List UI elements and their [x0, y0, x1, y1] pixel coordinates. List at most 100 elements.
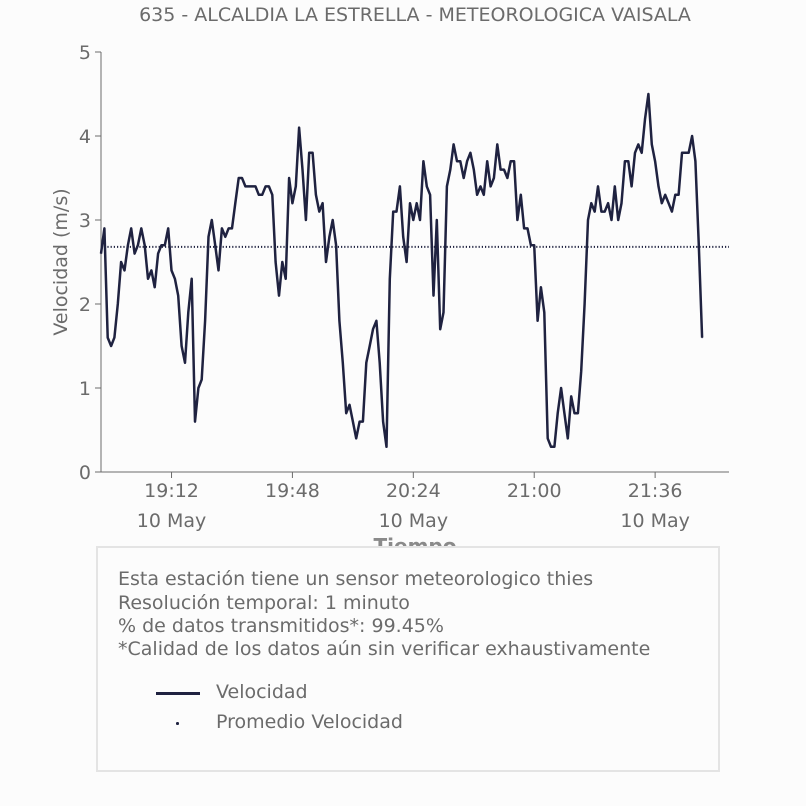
data-point [395, 211, 398, 213]
data-point [285, 278, 287, 280]
data-point [221, 227, 223, 229]
data-point [526, 227, 529, 229]
data-point [490, 185, 492, 187]
data-point [117, 303, 119, 305]
x-tick-label: 20:24 [386, 480, 441, 502]
data-point [530, 244, 532, 246]
data-point [342, 362, 344, 364]
data-point [694, 160, 697, 162]
data-point [594, 211, 596, 213]
legend-entry-promedio: Promedio Velocidad [156, 711, 556, 735]
data-point [540, 286, 542, 288]
data-point [275, 261, 277, 263]
data-point [315, 194, 317, 196]
data-point [170, 269, 173, 271]
data-point [103, 227, 105, 229]
data-point [486, 160, 488, 162]
series-line-velocidad [99, 92, 704, 449]
data-point [617, 219, 619, 221]
data-point [335, 244, 337, 246]
data-point [553, 446, 556, 448]
data-point [174, 278, 176, 280]
data-point [298, 127, 300, 129]
data-point [432, 295, 435, 297]
data-point [654, 160, 656, 162]
data-point [140, 227, 142, 229]
data-point [439, 328, 441, 330]
data-point [160, 244, 162, 246]
data-point [688, 152, 690, 154]
data-point [416, 202, 418, 204]
y-axis-label: Velocidad (m/s) [50, 188, 72, 335]
data-point [399, 185, 401, 187]
data-point [197, 387, 199, 389]
info-sensor-text: Esta estación tiene un sensor meteorolog… [118, 568, 594, 590]
data-point [533, 244, 535, 246]
data-point [459, 160, 461, 162]
data-point [493, 177, 495, 179]
data-point [150, 269, 152, 271]
data-point [409, 202, 411, 204]
info-transmitted-text: % de datos transmitidos*: 99.45% [118, 615, 444, 637]
data-point [674, 194, 676, 196]
data-point [244, 185, 246, 187]
data-point [204, 320, 206, 322]
y-tick-label: 3 [79, 210, 91, 232]
data-point [318, 211, 320, 213]
chart-title: 635 - ALCALDIA LA ESTRELLA - METEOROLOGI… [139, 4, 691, 26]
data-point [624, 160, 626, 162]
data-point [348, 404, 351, 406]
data-point [496, 143, 498, 145]
data-point [651, 143, 653, 145]
legend-info-box: Esta estación tiene un sensor meteorolog… [96, 546, 720, 772]
data-point [110, 345, 112, 347]
data-point [604, 211, 606, 213]
data-point [211, 219, 213, 221]
data-point [537, 320, 539, 322]
data-point [261, 194, 263, 196]
data-point [446, 185, 448, 187]
data-point [610, 219, 613, 221]
data-point [372, 328, 374, 330]
data-point [134, 253, 136, 255]
data-point [567, 437, 569, 439]
x-tick-date-label: 10 May [620, 510, 690, 532]
data-point [238, 177, 240, 179]
data-point [154, 286, 156, 288]
data-point [422, 160, 424, 162]
data-point [113, 337, 115, 339]
data-point [402, 236, 404, 238]
data-point [268, 185, 270, 187]
data-point [691, 135, 693, 137]
data-point [473, 169, 475, 171]
data-point [506, 177, 508, 179]
data-point [120, 261, 122, 263]
data-point [449, 169, 451, 171]
data-point [291, 202, 293, 204]
data-point [258, 194, 260, 196]
data-point [100, 253, 102, 255]
data-point [392, 211, 394, 213]
info-resolution-text: Resolución temporal: 1 minuto [118, 592, 410, 614]
data-point [456, 160, 458, 162]
data-point [584, 303, 586, 305]
y-tick-label: 5 [79, 42, 91, 64]
data-point [127, 244, 129, 246]
data-point [312, 152, 314, 154]
data-point [469, 152, 471, 154]
data-point [587, 219, 589, 221]
chart-axes: 0 1 2 3 4 5 19:12 10 May 19:48 20:24 10 May 21:00 21… [79, 42, 729, 532]
data-point [231, 227, 233, 229]
data-point [345, 412, 347, 414]
y-tick-label: 2 [79, 294, 91, 316]
data-point [305, 219, 307, 221]
data-point [157, 253, 159, 255]
data-point [543, 311, 545, 313]
data-point [107, 337, 109, 339]
data-point [510, 160, 512, 162]
data-point [191, 278, 193, 280]
data-point [671, 211, 673, 213]
data-point [573, 412, 576, 414]
data-point [271, 194, 273, 196]
data-point [251, 185, 253, 187]
